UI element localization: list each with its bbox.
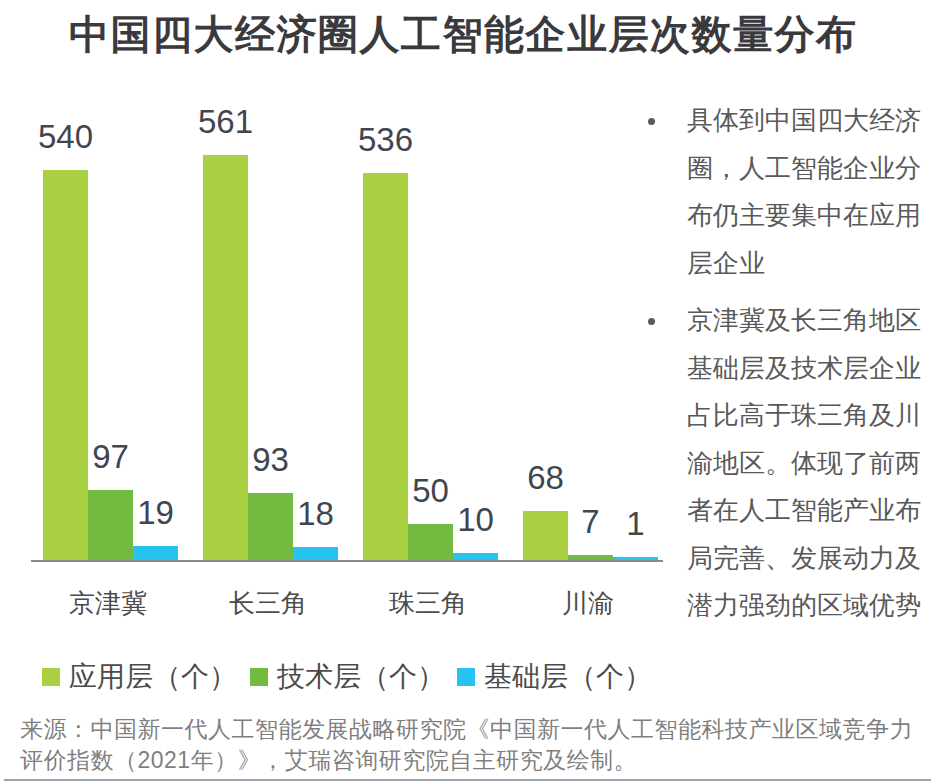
insight-text: 具体到中国四大经济 圈，人工智能企业分 布仍主要集中在应用 层企业 [687, 105, 921, 278]
bottom-border [4, 779, 931, 781]
legend-item-base: 基础层（个） [457, 661, 652, 693]
legend-swatch-base [457, 668, 475, 686]
value-label-app-0: 540 [6, 120, 126, 153]
legend-item-tech: 技术层（个） [250, 661, 445, 693]
legend-label-tech: 技术层（个） [277, 658, 445, 696]
bar-app-0 [43, 170, 88, 560]
chart-title: 中国四大经济圈人工智能企业层次数量分布 [69, 12, 858, 56]
bar-base-1 [293, 547, 338, 560]
legend-item-app: 应用层（个） [42, 661, 237, 693]
insight-bullet-0: 具体到中国四大经济 圈，人工智能企业分 布仍主要集中在应用 层企业 [645, 97, 945, 287]
source-note: 来源：中国新一代人工智能发展战略研究院《中国新一代人工智能科技产业区域竞争力 评… [20, 714, 913, 776]
bar-app-1 [203, 155, 248, 560]
insights-panel: 具体到中国四大经济 圈，人工智能企业分 布仍主要集中在应用 层企业京津冀及长三角… [645, 97, 945, 640]
x-axis-line [31, 560, 663, 562]
legend-swatch-app [42, 668, 60, 686]
value-label-app-2: 536 [326, 123, 446, 156]
insight-text: 京津冀及长三角地区 基础层及技术层企业 占比高于珠三角及川 渝地区。体现了前两 … [687, 305, 921, 620]
bullet-dot-icon [648, 318, 655, 325]
category-label-1: 长三角 [188, 588, 348, 618]
bar-base-0 [133, 546, 178, 560]
bullet-dot-icon [648, 118, 655, 125]
bar-base-2 [453, 553, 498, 560]
category-label-3: 川渝 [508, 588, 668, 618]
value-label-tech-1: 93 [211, 443, 331, 476]
insight-bullet-1: 京津冀及长三角地区 基础层及技术层企业 占比高于珠三角及川 渝地区。体现了前两 … [645, 297, 945, 630]
value-label-tech-0: 97 [51, 440, 171, 473]
legend-label-base: 基础层（个） [484, 658, 652, 696]
value-label-app-1: 561 [166, 105, 286, 138]
value-label-base-1: 18 [256, 497, 376, 530]
legend-label-app: 应用层（个） [69, 658, 237, 696]
value-label-app-3: 68 [486, 461, 606, 494]
legend-swatch-tech [250, 668, 268, 686]
category-label-2: 珠三角 [348, 588, 508, 618]
value-label-base-0: 19 [96, 496, 216, 529]
value-label-base-2: 10 [416, 503, 536, 536]
category-label-0: 京津冀 [28, 588, 188, 618]
page: 中国四大经济圈人工智能企业层次数量分布 540 97 19 京津冀 561 93 18 长三角… [0, 0, 945, 783]
